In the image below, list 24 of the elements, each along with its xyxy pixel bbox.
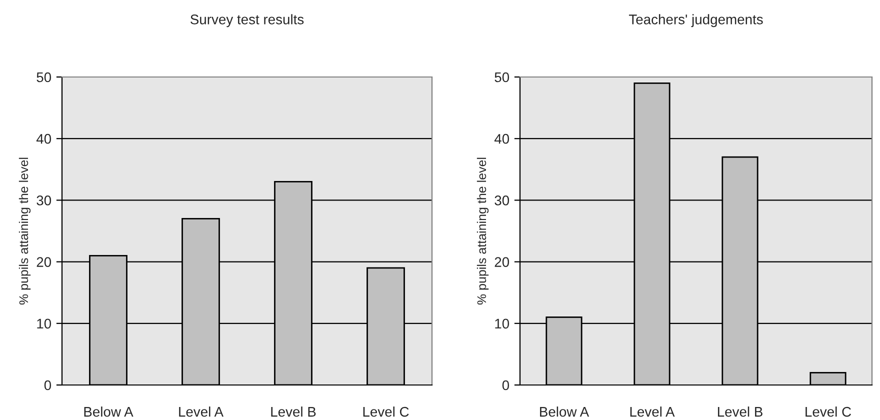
y-axis-title: % pupils attaining the level (476, 158, 489, 305)
y-tick-label: 10 (495, 318, 510, 329)
y-tick-label: 50 (36, 72, 52, 82)
x-tick-label: Below A (540, 406, 590, 417)
x-tick-label: Below A (84, 406, 134, 417)
y-tick-label: 30 (494, 196, 510, 206)
x-tick-label: Level A (179, 406, 224, 417)
y-tick-label: 20 (494, 257, 510, 267)
chart-title: Teachers' judgements (628, 14, 763, 28)
chart-title: Survey test results (190, 14, 304, 28)
x-tick-label: Level B (271, 406, 316, 417)
y-tick-label: 50 (494, 72, 510, 82)
y-tick-label: 40 (494, 134, 510, 144)
y-axis-title: % pupils attaining the level (18, 158, 31, 305)
x-tick-label: Level A (630, 406, 675, 417)
y-tick-label: 20 (36, 257, 52, 267)
y-tick-label: 30 (36, 196, 52, 206)
y-tick-label: 10 (37, 318, 52, 329)
y-tick-label: 0 (502, 380, 510, 390)
x-tick-label: Level C (363, 406, 409, 417)
x-tick-label: Level C (806, 406, 852, 417)
y-tick-label: 40 (36, 134, 52, 144)
x-tick-label: Level B (718, 406, 762, 417)
y-tick-label: 0 (44, 380, 52, 390)
